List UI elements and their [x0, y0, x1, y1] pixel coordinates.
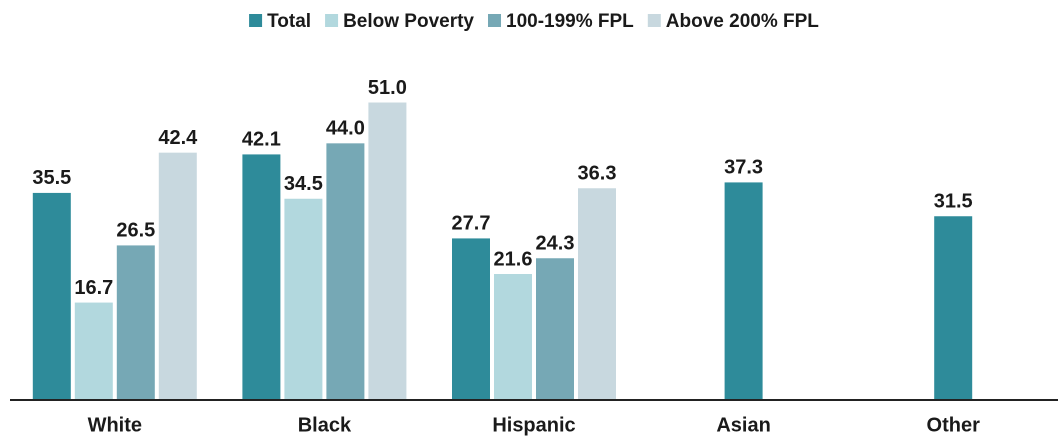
data-label: 42.1: [242, 129, 281, 151]
x-tick-label: Asian: [716, 414, 770, 436]
bar: [74, 302, 113, 400]
bar: [158, 152, 197, 400]
data-label: 34.5: [284, 173, 323, 195]
bar: [116, 245, 155, 400]
legend-swatch: [488, 14, 502, 27]
bar: [452, 238, 490, 400]
data-label: 21.6: [494, 248, 533, 270]
legend-swatch: [647, 14, 661, 27]
bar: [32, 192, 71, 400]
data-label: 26.5: [116, 220, 155, 242]
bar: [284, 198, 323, 400]
legend-swatch: [249, 14, 263, 27]
legend-swatch: [325, 14, 339, 27]
bar: [934, 216, 973, 400]
data-label: 24.3: [536, 233, 575, 255]
bar: [536, 258, 574, 400]
data-label: 37.3: [724, 157, 763, 179]
bar: [326, 143, 365, 401]
data-label: 35.5: [32, 167, 71, 189]
legend-label: Above 200% FPL: [666, 11, 819, 32]
legend-label: Below Poverty: [343, 11, 474, 32]
data-label: 51.0: [368, 77, 407, 99]
x-tick-label: White: [88, 414, 142, 436]
data-label: 31.5: [934, 191, 973, 213]
legend-label: 100-199% FPL: [506, 11, 634, 32]
bar: [242, 154, 281, 400]
data-label: 44.0: [326, 118, 365, 140]
bar: [724, 182, 763, 400]
data-label: 27.7: [452, 213, 491, 235]
data-label: 36.3: [578, 163, 617, 185]
bar: [368, 102, 407, 400]
x-tick-label: Hispanic: [492, 414, 575, 436]
x-tick-label: Black: [298, 414, 352, 436]
data-label: 42.4: [158, 127, 198, 149]
bar: [494, 274, 532, 400]
x-tick-label: Other: [927, 414, 981, 436]
data-label: 16.7: [74, 277, 113, 299]
bar: [578, 188, 616, 400]
legend-label: Total: [267, 11, 311, 32]
